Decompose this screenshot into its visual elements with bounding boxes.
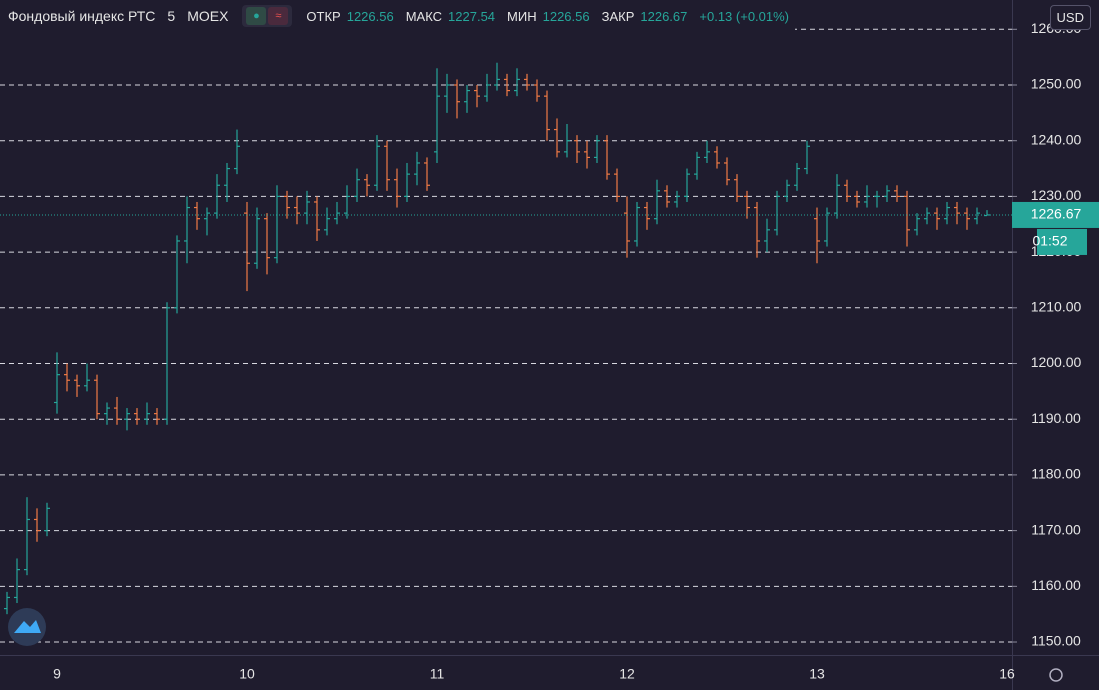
high-value: 1227.54 [448,8,496,24]
y-tick-label: 1200.00 [1031,354,1082,370]
exchange: MOEX [187,8,229,24]
settings-icon [1049,668,1063,682]
x-tick-label: 16 [999,666,1015,682]
y-tick-label: 1170.00 [1031,521,1081,537]
legend-header: Фондовый индекс РТС 5 MOEX ● ≈ ОТКР 1226.… [0,0,796,32]
open-label: ОТКР [306,8,341,24]
change: +0.13 (+0.01%) [699,8,790,24]
symbol-title: Фондовый индекс РТС [8,8,156,24]
countdown-label: 01:52 [1032,233,1067,249]
y-tick-label: 1150.00 [1031,633,1081,649]
countdown-tag [1037,228,1087,255]
y-tick-label: 1180.00 [1031,466,1081,482]
interval: 5 [167,8,176,24]
y-tick-label: 1210.00 [1031,299,1082,315]
x-tick-label: 13 [809,666,825,682]
logo-mark [14,620,41,633]
last-price-label: 1226.67 [1031,206,1082,222]
x-tick-label: 9 [53,666,61,682]
close-value: 1226.67 [640,8,688,24]
last-price-tag [1012,201,1099,228]
currency-button[interactable]: USD [1049,5,1091,30]
y-tick-label: 1230.00 [1031,187,1082,203]
low-value: 1226.56 [542,8,590,24]
toggle-wave[interactable]: ≈ [268,7,289,25]
low-label: МИН [507,8,537,24]
close-label: ЗАКР [601,8,635,24]
y-tick-label: 1190.00 [1031,410,1081,426]
x-tick-label: 12 [619,666,635,682]
y-tick-label: 1160.00 [1031,577,1081,593]
toggle-dot[interactable]: ● [246,7,267,25]
x-tick-label: 10 [239,666,255,682]
indicator-toggles[interactable]: ● ≈ [242,5,293,27]
y-tick-label: 1250.00 [1031,76,1082,92]
open-value: 1226.56 [346,8,394,24]
y-tick-label: 1240.00 [1031,131,1082,147]
x-tick-label: 11 [430,666,445,682]
high-label: МАКС [405,8,443,24]
